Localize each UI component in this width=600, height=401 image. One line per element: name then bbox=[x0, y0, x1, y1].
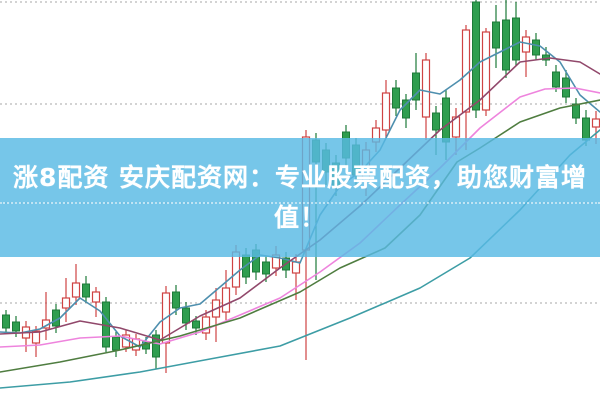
candle-body-green bbox=[402, 99, 410, 119]
candle-body-red bbox=[91, 291, 101, 303]
candle-body-green bbox=[12, 321, 20, 332]
candle-body-green bbox=[192, 320, 200, 329]
candle-body-green bbox=[412, 72, 420, 101]
candle-body-green bbox=[152, 334, 160, 358]
candle-body-green bbox=[502, 19, 510, 71]
candle-body-green bbox=[582, 117, 590, 141]
candle-body-green bbox=[532, 39, 540, 56]
candle-body-green bbox=[82, 283, 90, 298]
candle-body-red bbox=[291, 261, 301, 274]
candle-body-green bbox=[112, 336, 120, 351]
candle-body-red bbox=[381, 92, 391, 131]
ad-banner[interactable]: 涨8配资 安庆配资网：专业股票配资，助您财富增 值！ bbox=[0, 138, 600, 257]
candle-body-red bbox=[71, 282, 81, 298]
candle-body-green bbox=[552, 71, 560, 88]
ma-pink-line bbox=[0, 87, 600, 348]
candle-body-green bbox=[172, 291, 180, 309]
candle-body-red bbox=[61, 297, 71, 309]
candle-body-green bbox=[262, 261, 270, 275]
candle-body-red bbox=[221, 287, 231, 313]
candle-body-red bbox=[201, 316, 211, 334]
candle-body-green bbox=[392, 87, 400, 109]
candle-body-green bbox=[472, 1, 480, 111]
candle-body-green bbox=[512, 17, 520, 61]
candle-body-red bbox=[231, 251, 241, 288]
candle-body-red bbox=[461, 29, 471, 113]
candle-body-green bbox=[2, 314, 10, 329]
ma-blue-line bbox=[0, 41, 600, 348]
ad-text-line1: 涨8配资 安庆配资网：专业股票配资，助您财富增 bbox=[12, 162, 588, 192]
ad-text-line2: 值！ bbox=[273, 202, 326, 232]
candle-body-green bbox=[492, 21, 500, 49]
ma-green-line bbox=[0, 99, 600, 373]
candle-body-green bbox=[442, 97, 450, 143]
candle-body-red bbox=[481, 31, 491, 111]
candle-body-red bbox=[31, 330, 41, 344]
candle-body-red bbox=[591, 118, 600, 128]
candle-body-green bbox=[432, 112, 440, 131]
candle-body-green bbox=[182, 307, 190, 324]
candle-body-red bbox=[421, 59, 431, 118]
